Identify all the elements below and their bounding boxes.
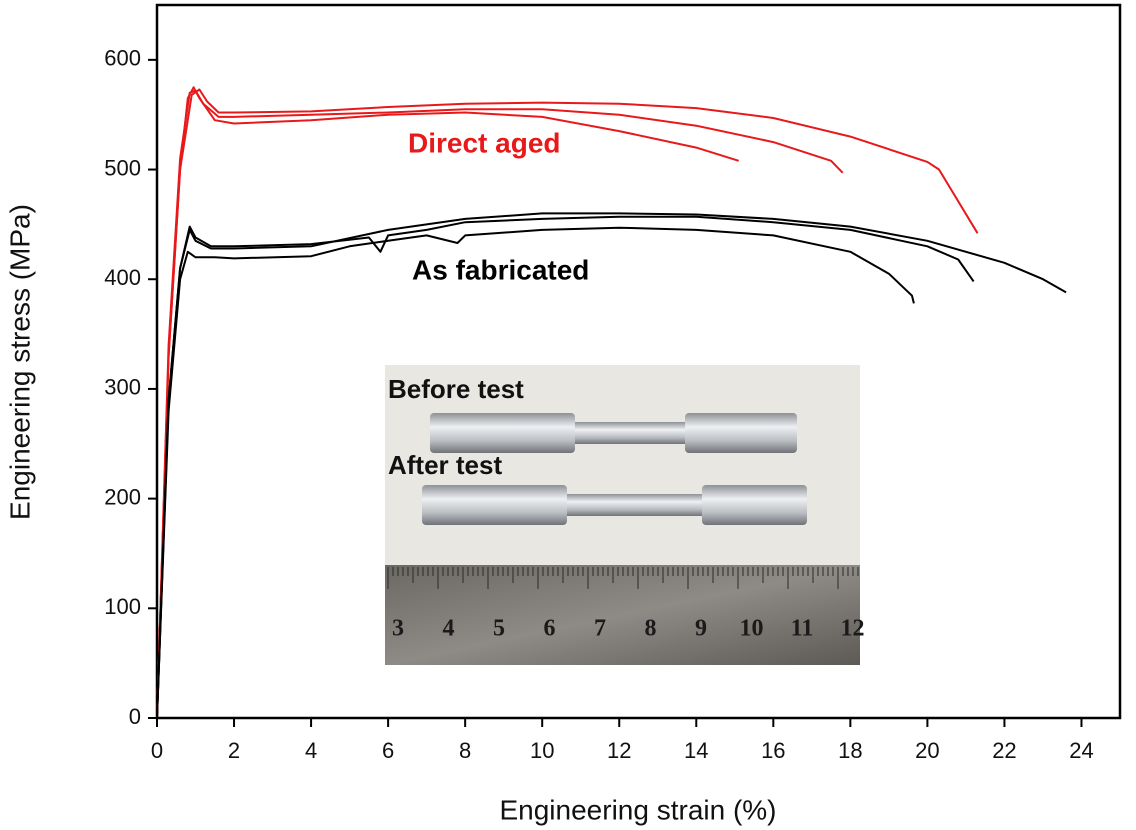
x-tick-label: 0 (151, 738, 163, 763)
x-tick-label: 4 (305, 738, 317, 763)
ruler (385, 565, 860, 665)
ruler-number: 11 (791, 616, 814, 642)
x-tick-label: 10 (530, 738, 554, 763)
y-tick-label: 200 (104, 484, 141, 509)
y-tick-label: 500 (104, 155, 141, 180)
x-tick-label: 14 (684, 738, 708, 763)
y-axis-title: Engineering stress (MPa) (4, 204, 35, 520)
inset-label: Before test (388, 374, 524, 404)
y-tick-label: 400 (104, 265, 141, 290)
x-tick-label: 20 (915, 738, 939, 763)
x-tick-label: 24 (1069, 738, 1093, 763)
specimen-before (430, 413, 797, 453)
ruler-number: 10 (740, 616, 764, 642)
ruler-number: 12 (841, 616, 865, 642)
x-tick-label: 6 (382, 738, 394, 763)
x-tick-label: 2 (228, 738, 240, 763)
ruler-number: 9 (695, 616, 707, 642)
ruler-number: 6 (544, 616, 556, 642)
stress-strain-curve (156, 226, 915, 719)
curve-annotation: As fabricated (412, 254, 589, 285)
x-tick-label: 8 (459, 738, 471, 763)
specimen-after (422, 485, 807, 525)
stress-strain-curve (156, 212, 1067, 719)
ruler-number: 4 (443, 616, 455, 642)
y-tick-label: 600 (104, 46, 141, 71)
ruler-number: 3 (392, 616, 404, 642)
curve-annotation: Direct aged (408, 127, 561, 158)
x-axis-title: Engineering strain (%) (499, 794, 776, 825)
specimen-photo: Before test After test 3 4 5 6 7 8 9 10 11 12 (385, 365, 865, 665)
y-tick-label: 300 (104, 375, 141, 400)
ruler-number: 8 (645, 616, 657, 642)
x-tick-label: 22 (992, 738, 1016, 763)
plot-frame (155, 3, 1122, 720)
y-tick-label: 0 (129, 704, 141, 729)
x-tick-label: 12 (607, 738, 631, 763)
stress-strain-curve (156, 89, 844, 719)
stress-strain-curve (156, 88, 979, 719)
y-tick-label: 100 (104, 594, 141, 619)
ruler-number: 7 (594, 616, 606, 642)
x-tick-label: 16 (761, 738, 785, 763)
inset-label: After test (388, 450, 502, 480)
ruler-number: 5 (493, 616, 505, 642)
x-tick-label: 18 (838, 738, 862, 763)
stress-strain-curve (156, 215, 975, 719)
